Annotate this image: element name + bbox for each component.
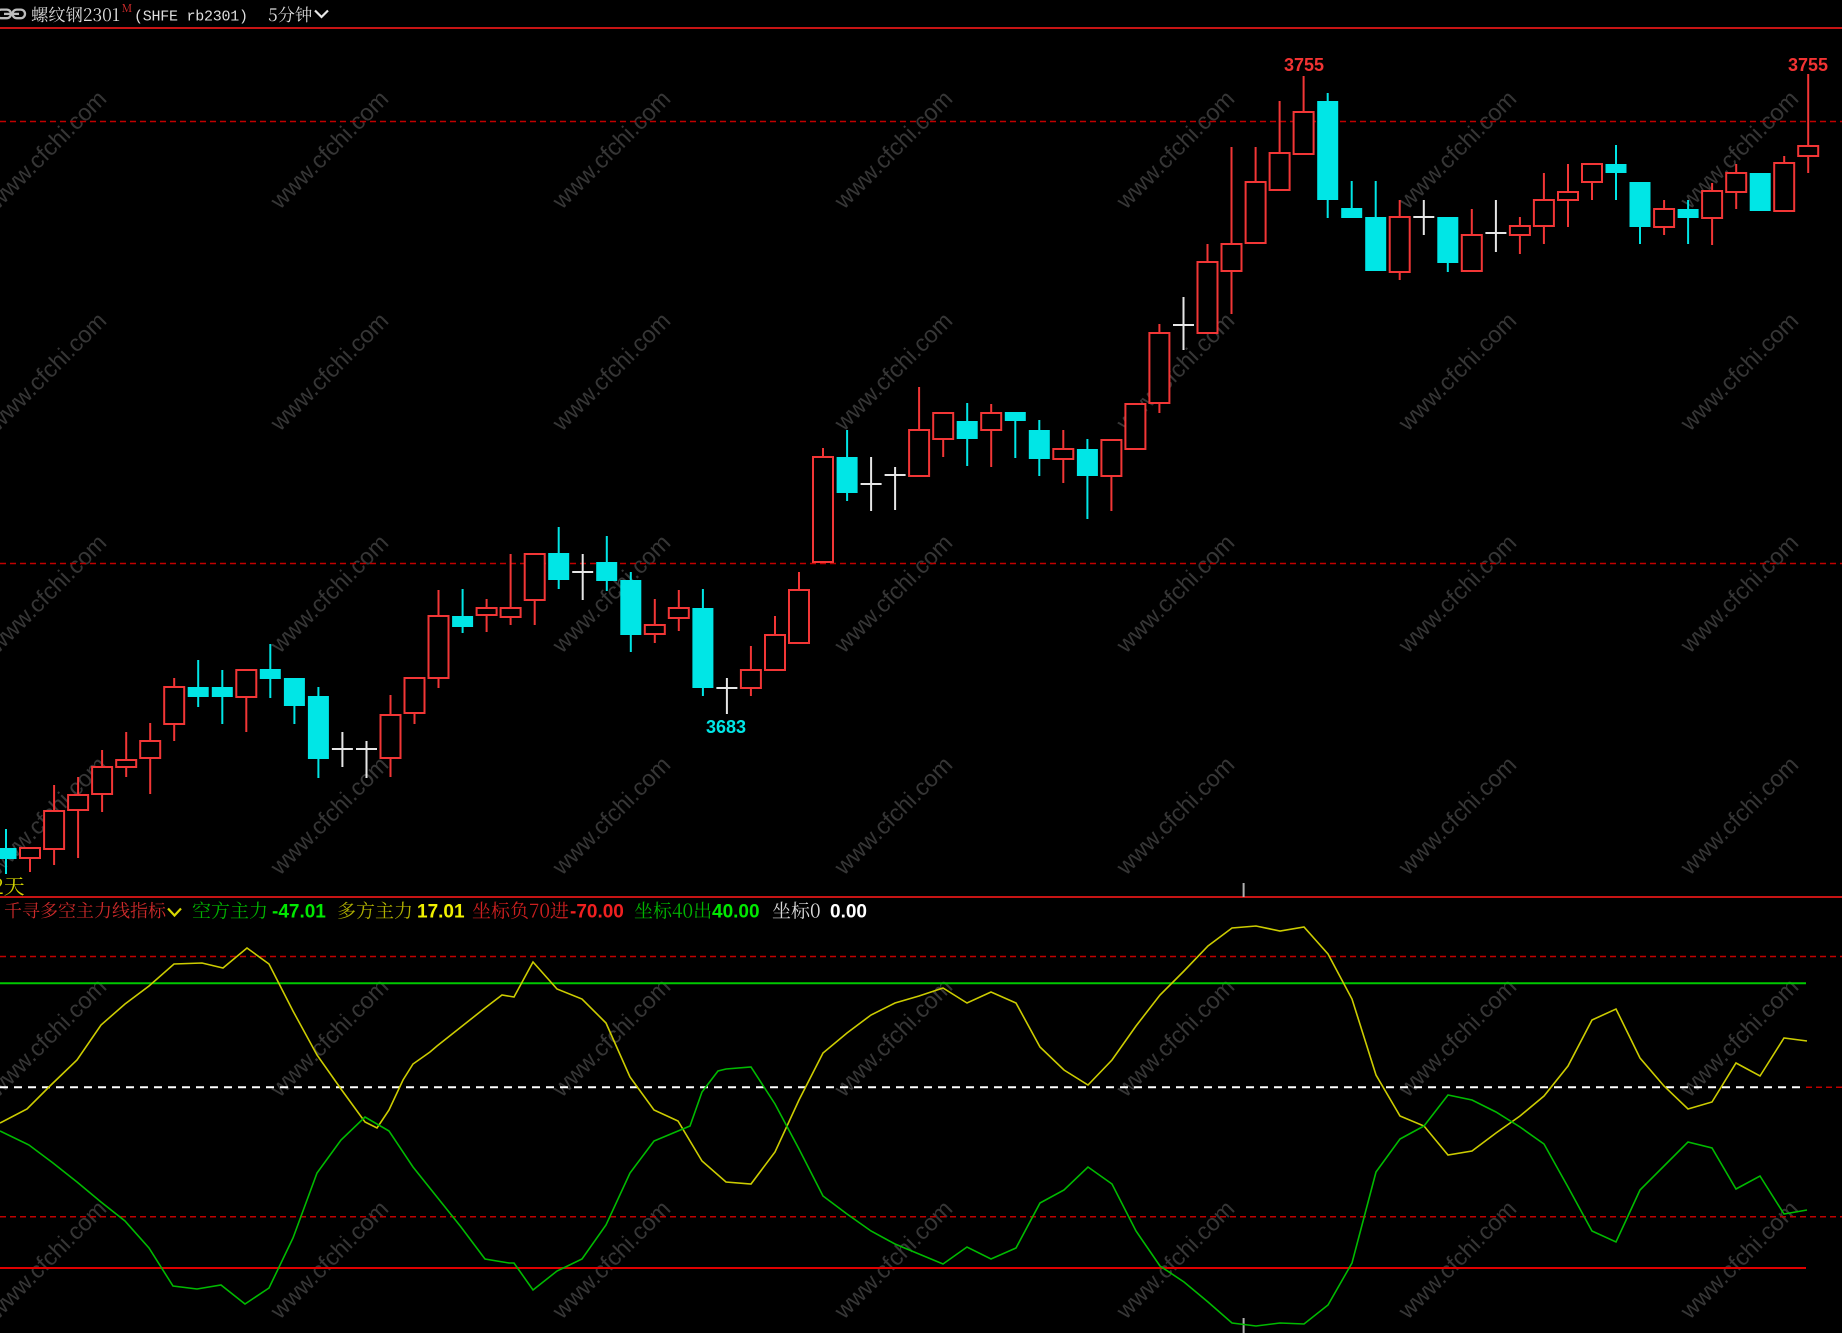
- svg-text:3755: 3755: [1284, 55, 1324, 75]
- svg-text:17.01: 17.01: [417, 902, 465, 923]
- svg-text:(SHFE rb2301): (SHFE rb2301): [134, 9, 248, 26]
- svg-text:3755: 3755: [1788, 55, 1828, 75]
- svg-text:-47.01: -47.01: [272, 902, 326, 923]
- svg-text:40.00: 40.00: [712, 902, 760, 923]
- svg-text:-70.00: -70.00: [570, 902, 624, 923]
- svg-text:3683: 3683: [706, 717, 746, 737]
- svg-text:0.00: 0.00: [830, 902, 867, 923]
